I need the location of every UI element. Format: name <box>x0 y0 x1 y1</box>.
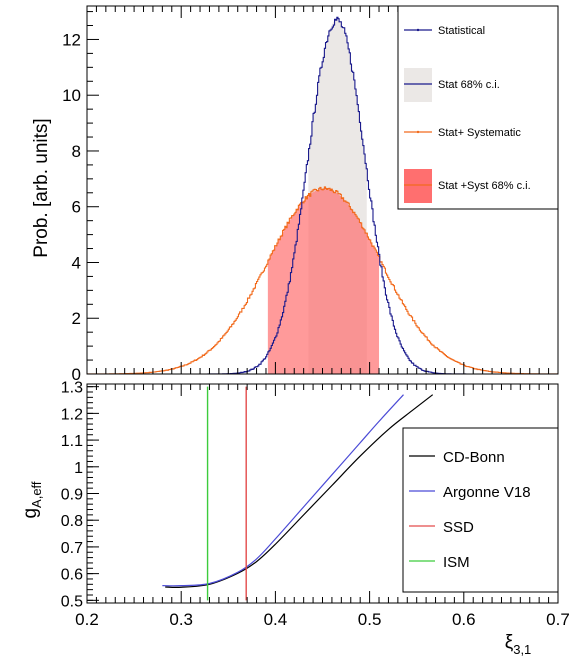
bottom-legend-label: Argonne V18 <box>443 484 531 501</box>
top-legend-label: Stat +Syst 68% c.i. <box>438 180 531 192</box>
x-tick-label: 0.7 <box>546 610 570 629</box>
top-y-tick-label: 2 <box>72 309 81 328</box>
top-legend-label: Statistical <box>438 25 485 37</box>
bottom-y-axis-label-sub: A,eff <box>29 481 44 508</box>
bottom-legend-label: ISM <box>443 554 470 571</box>
bottom-y-axis-label: gA,eff <box>20 481 44 518</box>
x-axis-label-sub: 3,1 <box>513 642 531 657</box>
bottom-legend-label: SSD <box>443 519 474 536</box>
x-axis-label-main: ξ <box>505 632 514 653</box>
bottom-y-tick-label: 1.3 <box>61 380 83 397</box>
x-tick-label: 0.5 <box>358 610 382 629</box>
top-legend-label: Stat 68% c.i. <box>438 79 500 91</box>
x-tick-label: 0.6 <box>452 610 476 629</box>
bottom-y-tick-label: 1 <box>74 460 83 477</box>
top-y-tick-label: 4 <box>72 253 81 272</box>
top-legend-swatch <box>404 68 432 102</box>
bottom-legend <box>402 427 559 593</box>
x-tick-label: 0.2 <box>75 610 99 629</box>
bottom-y-tick-label: 0.6 <box>61 567 83 584</box>
top-y-tick-label: 0 <box>72 365 81 384</box>
top-y-tick-label: 10 <box>62 86 81 105</box>
cd-bonn-curve <box>165 394 434 588</box>
bottom-y-tick-label: 1.2 <box>61 406 83 423</box>
stat-syst-68-ci-band <box>267 188 380 374</box>
x-tick-label: 0.3 <box>169 610 193 629</box>
top-legend-label: Stat+ Systematic <box>438 127 521 139</box>
top-legend-swatch <box>404 169 432 203</box>
top-y-axis-label: Prob. [arb. units] <box>31 118 52 257</box>
gaeff-panel: 0.5 0.6 0.7 0.8 0.9 1 1.1 1.2 1.3 0.2 0.3 0.4 0.5 0.6… <box>61 380 570 629</box>
bottom-legend-label: CD-Bonn <box>443 449 505 466</box>
top-legend-marker <box>416 130 420 134</box>
x-tick-label: 0.4 <box>264 610 288 629</box>
probability-panel: 0 2 4 6 8 10 12 Statistical Stat 68% c.i. Stat+ S… <box>62 5 559 384</box>
top-y-tick-label: 6 <box>72 198 81 217</box>
stat-systematic-curve <box>87 186 558 375</box>
top-y-tick-label: 8 <box>72 142 81 161</box>
x-axis-label: ξ3,1 <box>505 632 532 657</box>
argonne-v18-curve <box>162 394 404 587</box>
top-legend-marker <box>416 28 420 32</box>
bottom-y-tick-label: 1.1 <box>61 433 83 450</box>
bottom-y-tick-label: 0.9 <box>61 487 83 504</box>
bottom-y-tick-label: 0.7 <box>61 540 83 557</box>
bottom-y-tick-label: 0.8 <box>61 513 83 530</box>
bottom-y-tick-label: 0.5 <box>61 593 83 610</box>
bottom-y-axis-label-main: g <box>20 508 41 519</box>
top-y-tick-label: 12 <box>62 30 81 49</box>
